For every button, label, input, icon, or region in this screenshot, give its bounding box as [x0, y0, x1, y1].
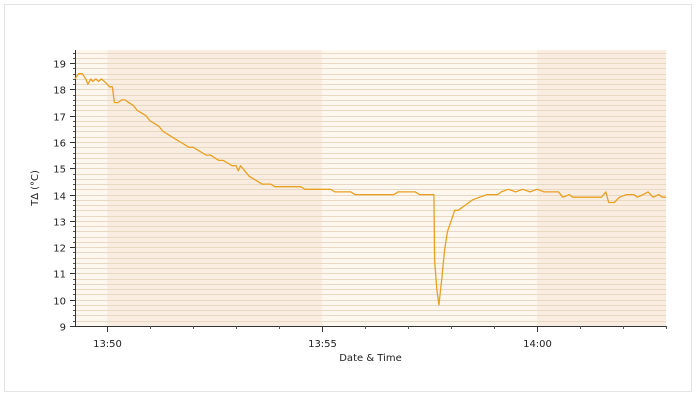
y-tick-label: 19 [53, 60, 66, 71]
y-tick-label: 12 [53, 244, 66, 255]
y-tick-label: 13 [53, 218, 66, 229]
y-tick-label: 16 [53, 139, 66, 150]
series-layer [74, 73, 666, 306]
y-tick-label: 9 [60, 323, 66, 334]
x-tick-label: 13:55 [308, 339, 337, 350]
axes [75, 50, 666, 327]
x-tick-label: 13:50 [93, 339, 122, 350]
gridlines [75, 53, 666, 327]
y-tick-label: 15 [53, 165, 66, 176]
y-tick-label: 10 [53, 297, 66, 308]
y-tick-label: 11 [53, 270, 66, 281]
y-tick-label: 14 [53, 192, 66, 203]
y-tick-label: 17 [53, 113, 66, 124]
series-line [74, 73, 666, 306]
axis-ticks: 9 10 11 12 13 14 15 16 17 18 19 13:50 13:55 14:00 [53, 53, 667, 350]
y-tick-label: 18 [53, 86, 66, 97]
y-axis-title: T∆ (°C) [30, 170, 41, 207]
x-tick-label: 14:00 [523, 339, 552, 350]
x-axis-title: Date & Time [339, 353, 402, 364]
